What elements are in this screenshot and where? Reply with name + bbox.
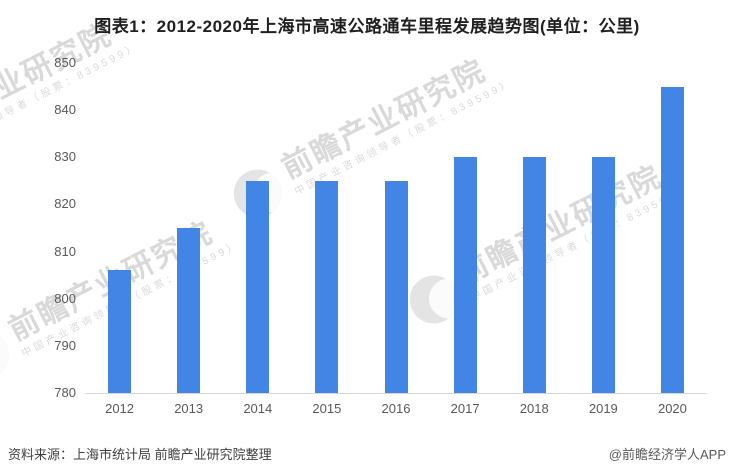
y-axis-label: 800 <box>54 290 76 306</box>
x-axis-line <box>85 393 707 394</box>
bar-2018 <box>522 157 546 393</box>
x-axis-label: 2014 <box>243 401 273 416</box>
bar-2019 <box>591 157 615 393</box>
bar-2013 <box>177 228 201 393</box>
x-axis-label: 2018 <box>519 401 549 416</box>
y-axis-label: 780 <box>54 385 76 400</box>
bar-2020 <box>660 86 684 393</box>
y-axis-label: 790 <box>54 337 76 353</box>
bar-2016 <box>384 180 408 393</box>
x-axis-label: 2012 <box>105 401 135 416</box>
y-axis-label: 830 <box>54 149 76 165</box>
source-note: 资料来源：上海市统计局 前瞻产业研究院整理 <box>8 447 272 462</box>
x-axis-label: 2013 <box>174 401 204 416</box>
y-axis-label: 850 <box>54 55 76 70</box>
y-axis-label: 810 <box>54 243 76 259</box>
app-credit: @前瞻经济学人APP <box>608 447 726 462</box>
page-title: 图表1：2012-2020年上海市高速公路通车里程发展趋势图(单位：公里) <box>94 17 640 36</box>
x-axis-label: 2016 <box>381 401 411 416</box>
x-axis-label: 2017 <box>450 401 480 416</box>
bar-2014 <box>246 180 270 393</box>
bar-2012 <box>108 270 132 393</box>
y-axis-label: 820 <box>54 196 76 212</box>
x-axis-label: 2015 <box>312 401 342 416</box>
x-axis-label: 2019 <box>588 401 618 416</box>
bar-2017 <box>453 157 477 393</box>
y-axis-label: 840 <box>54 102 76 118</box>
x-axis-label: 2020 <box>657 401 687 416</box>
bar-2015 <box>315 180 339 393</box>
